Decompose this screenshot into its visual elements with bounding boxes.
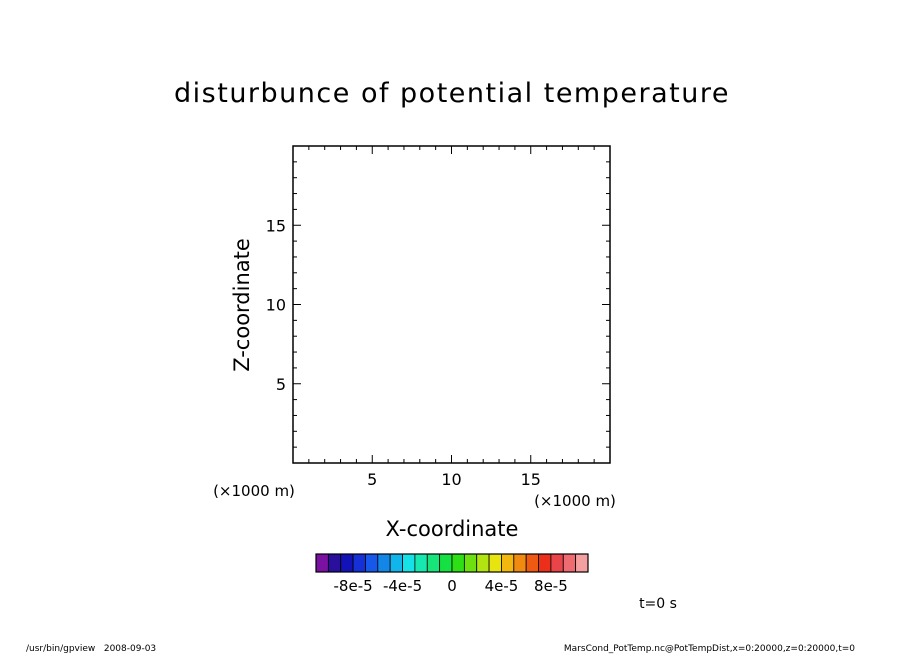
colorbar-labels: -8e-5 -4e-5 0 4e-5 8e-5 (334, 577, 568, 595)
colorbar-cell (315, 553, 329, 573)
colorbar-cell (402, 553, 416, 573)
y-tick-label: 10 (266, 296, 286, 315)
x-tick-label: 15 (521, 470, 541, 489)
colorbar-tick-label: 0 (447, 577, 457, 595)
colorbar-frame (315, 553, 589, 573)
time-label: t=0 s (639, 596, 677, 612)
colorbar-cell (525, 553, 539, 573)
footer-right: MarsCond_PotTemp.nc@PotTempDist,x=0:2000… (564, 644, 855, 654)
axis-ticks (293, 146, 610, 463)
colorbar-cell (377, 553, 391, 573)
colorbar-cell (439, 553, 453, 573)
x-tick-labels: 5 10 15 (367, 470, 541, 489)
z-unit-label: (×1000 m) (213, 482, 295, 500)
colorbar-tick-label: -8e-5 (334, 577, 373, 595)
y-axis-label: Z-coordinate (230, 238, 254, 372)
chart-title: disturbunce of potential temperature (174, 78, 730, 109)
colorbar-cell (451, 553, 465, 573)
colorbar-cell (389, 553, 403, 573)
colorbar-cell (513, 553, 527, 573)
y-tick-labels: 5 10 15 (266, 216, 286, 394)
colorbar-cell (340, 553, 354, 573)
colorbar-cell (538, 553, 552, 573)
colorbar-cell (414, 553, 428, 573)
footer-left: /usr/bin/gpview 2008-09-03 (26, 644, 156, 654)
colorbar (315, 553, 589, 573)
colorbar-cell (501, 553, 515, 573)
colorbar-cell (488, 553, 502, 573)
colorbar-tick-label: -4e-5 (383, 577, 422, 595)
colorbar-cell (550, 553, 564, 573)
y-tick-label: 15 (266, 216, 286, 235)
x-unit-label: (×1000 m) (534, 492, 616, 510)
colorbar-cell (575, 553, 589, 573)
colorbar-cell (352, 553, 366, 573)
x-tick-label: 5 (367, 470, 377, 489)
colorbar-cell (463, 553, 478, 573)
colorbar-cell (426, 553, 441, 573)
colorbar-tick-label: 8e-5 (534, 577, 568, 595)
colorbar-cell (562, 553, 577, 573)
y-tick-label: 5 (276, 375, 286, 394)
colorbar-cell (365, 553, 379, 573)
colorbar-cell (327, 553, 342, 573)
plot-frame (292, 145, 611, 464)
x-axis-label: X-coordinate (386, 517, 519, 541)
colorbar-cell (476, 553, 490, 573)
colorbar-tick-label: 4e-5 (485, 577, 519, 595)
x-tick-label: 10 (441, 470, 461, 489)
